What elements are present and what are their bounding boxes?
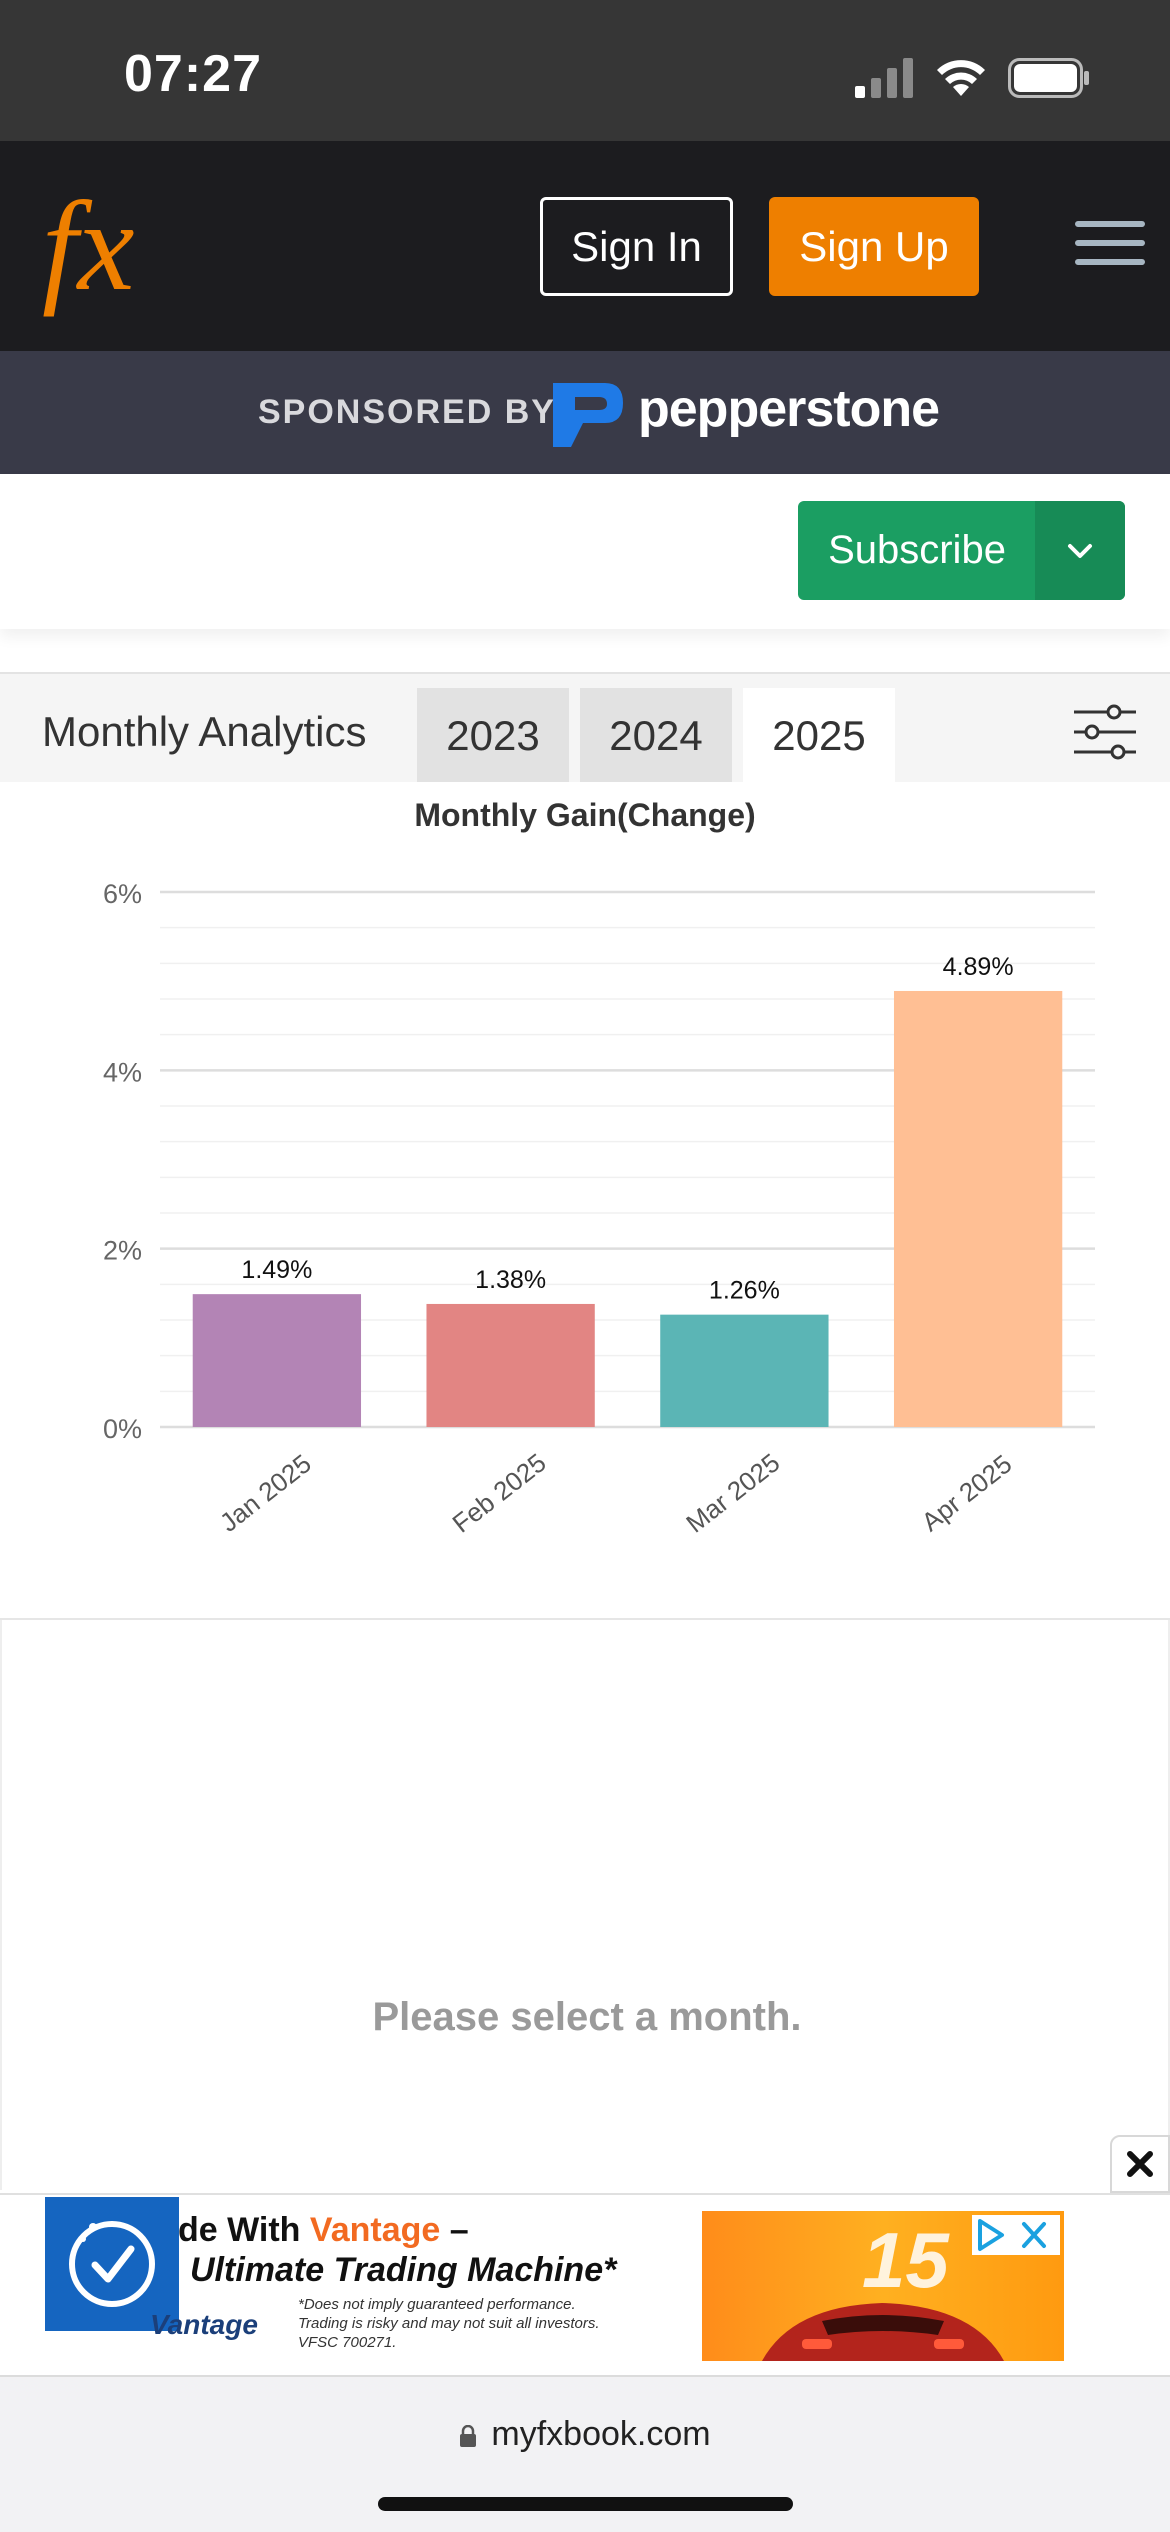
subscribe-dropdown-toggle[interactable]: [1035, 501, 1125, 600]
chevron-down-icon: [1068, 544, 1092, 558]
menu-line: [1075, 240, 1145, 246]
ad-disclaimer-line: Trading is risky and may not suit all in…: [298, 2315, 600, 2332]
browser-bottom-bar: myfxbook.com: [0, 2375, 1170, 2532]
chart-svg: Monthly Gain(Change) 0% 2% 4% 6% 1.49% Jan 2…: [103, 797, 1095, 1539]
bar[interactable]: [192, 1294, 362, 1427]
bar-value-label: 4.89%: [943, 953, 1014, 981]
tab-2024[interactable]: 2024: [580, 688, 732, 784]
bar-value-label: 1.26%: [709, 1277, 780, 1305]
home-indicator[interactable]: [378, 2497, 793, 2511]
subscribe-label: Subscribe: [828, 528, 1006, 572]
analytics-title: Monthly Analytics: [42, 708, 367, 755]
ad-brand-logo: Vantage: [150, 2309, 258, 2340]
menu-icon[interactable]: [1075, 221, 1145, 271]
logo-text: fx: [42, 175, 134, 317]
sign-up-button[interactable]: Sign Up: [769, 197, 979, 296]
fx-logo[interactable]: fx: [38, 171, 188, 321]
close-icon: [1127, 2151, 1153, 2177]
cellular-signal-icon: [855, 58, 913, 98]
x-tick-label: Apr 2025: [916, 1449, 1018, 1538]
bar[interactable]: [660, 1314, 829, 1427]
month-detail-panel: Please select a month.: [0, 1620, 1170, 2190]
divider: [0, 1618, 1170, 1620]
svg-text:15: 15: [862, 2216, 950, 2304]
ad-headline-prefix: de With: [178, 2211, 310, 2249]
checkmark-badge-icon: [69, 2221, 155, 2307]
wifi-icon: [937, 60, 985, 96]
select-month-message: Please select a month.: [372, 1995, 802, 2039]
ad-badge: [45, 2197, 179, 2331]
ad-headline-brand: Vantage: [309, 2211, 441, 2249]
sign-in-button[interactable]: Sign In: [540, 197, 733, 296]
ad-choices[interactable]: [972, 2215, 1060, 2255]
y-tick-label: 6%: [103, 879, 142, 909]
sponsor-bar[interactable]: SPONSORED BY pepperstone: [0, 351, 1170, 474]
race-car-illustration: 15: [762, 2216, 1004, 2361]
x-tick-label: Feb 2025: [447, 1447, 552, 1538]
pepperstone-logo-icon: [553, 383, 623, 447]
analytics-tab-bar: Monthly Analytics 2023 2024 2025: [0, 672, 1170, 784]
bar[interactable]: [893, 990, 1063, 1427]
y-tick-label: 2%: [103, 1236, 142, 1266]
tab-2025[interactable]: 2025: [743, 688, 895, 784]
ad-disclaimer-line: *Does not imply guaranteed performance.: [298, 2296, 576, 2313]
ad-banner[interactable]: de With Vantage – Ultimate Trading Machi…: [0, 2193, 1170, 2375]
sponsor-name: pepperstone: [638, 380, 940, 438]
bar-value-label: 1.38%: [475, 1266, 546, 1294]
ad-choices-icon: [978, 2219, 1046, 2251]
subscribe-row: Subscribe: [0, 474, 1170, 629]
y-tick-label: 4%: [103, 1057, 142, 1087]
tab-2023[interactable]: 2023: [417, 688, 569, 784]
filter-settings-icon[interactable]: [1070, 702, 1140, 762]
subscribe-button[interactable]: Subscribe: [798, 501, 1125, 600]
x-tick-label: Jan 2025: [214, 1448, 317, 1538]
x-tick-label: Mar 2025: [680, 1447, 785, 1538]
status-bar: 07:27: [0, 0, 1170, 141]
chart-title: Monthly Gain(Change): [414, 797, 755, 833]
sponsor-label: SPONSORED BY: [258, 393, 556, 431]
bar-value-label: 1.49%: [241, 1256, 312, 1284]
ad-disclaimer: *Does not imply guaranteed performance. …: [298, 2295, 698, 2352]
monthly-gain-chart: Monthly Gain(Change) 0% 2% 4% 6% 1.49% Jan 2…: [0, 782, 1170, 1618]
battery-icon: [1008, 58, 1089, 98]
ad-headline-1: de With Vantage –: [178, 2211, 469, 2250]
menu-line: [1075, 259, 1145, 265]
ad-disclaimer-line: VFSC 700271.: [298, 2334, 397, 2351]
lock-icon: [460, 2425, 477, 2447]
ad-headline-2: Ultimate Trading Machine*: [190, 2251, 617, 2289]
menu-line: [1075, 221, 1145, 227]
ad-close-button[interactable]: [1110, 2135, 1170, 2193]
ad-headline-suffix: –: [440, 2211, 469, 2249]
url-text: myfxbook.com: [491, 2415, 711, 2453]
url-bar[interactable]: myfxbook.com: [0, 2415, 1170, 2454]
status-time: 07:27: [124, 45, 262, 103]
bar[interactable]: [426, 1303, 595, 1427]
y-tick-label: 0%: [103, 1414, 142, 1444]
site-header: fx Sign In Sign Up: [0, 141, 1170, 351]
ad-image[interactable]: 15: [702, 2211, 1064, 2361]
